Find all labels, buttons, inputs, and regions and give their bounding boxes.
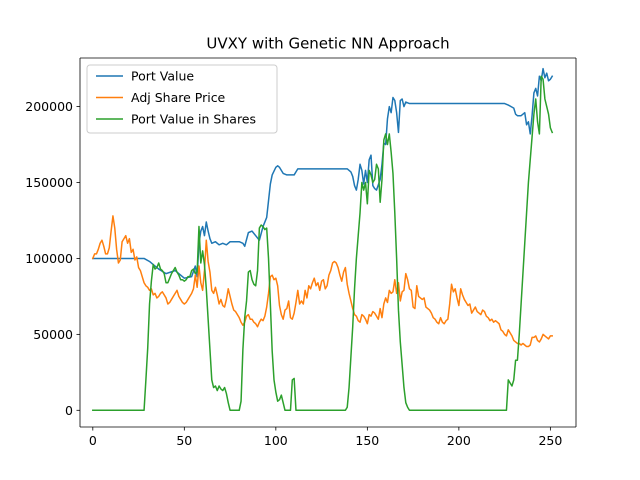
x-tick-label: 0 — [89, 433, 97, 448]
series-line-2 — [91, 215, 553, 348]
y-tick-label: 0 — [65, 403, 73, 418]
x-axis: 0 50 100 150 200 250 — [89, 427, 562, 448]
y-tick-label: 150000 — [25, 175, 73, 190]
x-tick-label: 250 — [538, 433, 562, 448]
y-tick-label: 100000 — [25, 251, 73, 266]
legend: Port Value Adj Share Price Port Value in S… — [86, 64, 278, 134]
y-tick-label: 200000 — [25, 99, 73, 114]
legend-label: Port Value — [131, 69, 194, 84]
series-line-1 — [92, 67, 554, 279]
y-tick-label: 50000 — [33, 327, 73, 342]
x-tick-label: 50 — [176, 433, 192, 448]
legend-label: Adj Share Price — [131, 90, 226, 105]
legend-label: Port Value in Shares — [131, 112, 256, 127]
chart-title: UVXY with Genetic NN Approach — [206, 35, 449, 53]
y-axis: 0 50000 100000 150000 200000 — [25, 99, 80, 418]
series-layer — [91, 67, 554, 412]
x-tick-label: 100 — [264, 433, 288, 448]
legend-box — [86, 64, 278, 134]
x-tick-label: 200 — [447, 433, 471, 448]
series-line-3 — [92, 75, 554, 412]
x-tick-label: 150 — [355, 433, 379, 448]
